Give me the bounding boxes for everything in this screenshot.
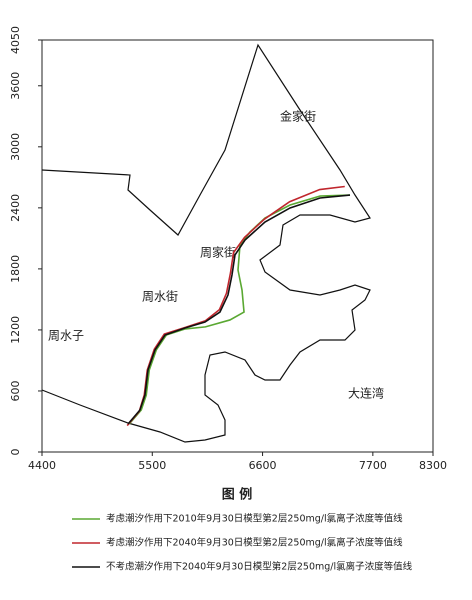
y-tick-label: 1800 [9,255,22,283]
frame [41,39,434,453]
isoline [127,194,351,425]
y-tick-label: 1200 [9,316,22,344]
y-tick-label: 3600 [9,72,22,100]
coastline [41,43,371,443]
x-tick-label: 8300 [419,459,447,472]
isoline [126,185,345,427]
place-label: 周水街 [142,290,178,304]
place-label: 大连湾 [348,386,384,401]
x-tick-label: 6600 [249,459,277,472]
y-tick-label: 3000 [9,133,22,161]
y-tick-label: 0 [9,449,22,456]
legend-title: 图 例 [222,487,253,503]
x-tick-label: 7700 [359,459,387,472]
place-label: 周家街 [200,245,236,260]
y-tick-label: 4050 [9,26,22,54]
place-label: 周水子 [48,329,84,343]
legend-label: 考虑潮汐作用下2010年9月30日模型第2层250mg/l氯离子浓度等值线 [106,513,403,525]
x-tick-label: 4400 [28,459,56,472]
legend-label: 考虑潮汐作用下2040年9月30日模型第2层250mg/l氯离子浓度等值线 [106,537,403,549]
place-label: 金家街 [280,109,316,124]
y-tick-label: 600 [9,380,22,401]
y-tick-label: 2400 [9,194,22,222]
legend-label: 不考虑潮汐作用下2040年9月30日模型第2层250mg/l氯离子浓度等值线 [106,561,413,573]
isoline [128,194,351,425]
x-tick-label: 5500 [138,459,166,472]
